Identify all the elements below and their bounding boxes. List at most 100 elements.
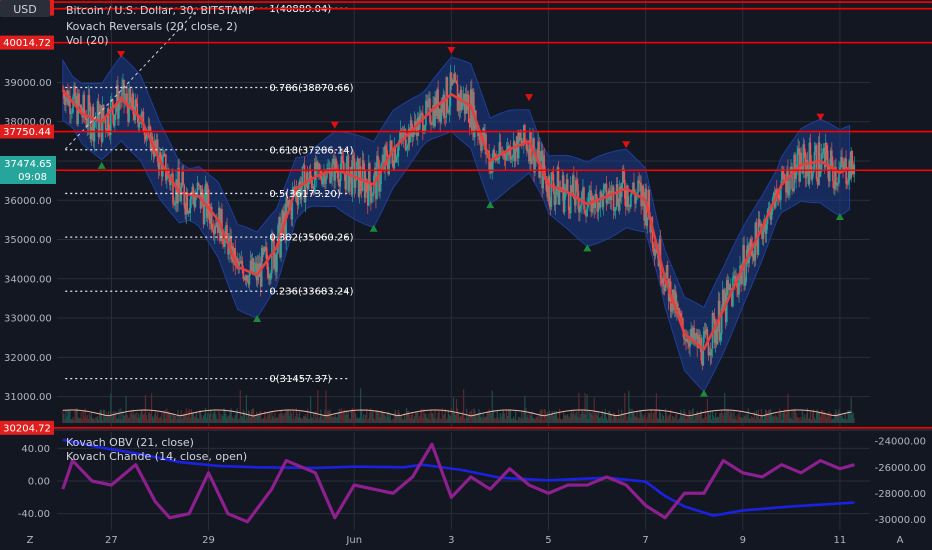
candle-body — [98, 113, 101, 137]
volume-bar — [341, 413, 343, 423]
candle-body — [226, 224, 228, 237]
candle-body — [453, 73, 456, 83]
volume-bar — [703, 417, 705, 423]
level-tag-text: 37750.44 — [3, 127, 51, 138]
volume-bar — [196, 417, 199, 423]
indicator-obv-label[interactable]: Kovach OBV (21, close) — [66, 436, 194, 449]
candle-body — [431, 123, 433, 125]
volume-bar — [447, 409, 449, 423]
volume-bar — [303, 416, 306, 423]
candle-body — [406, 145, 409, 149]
volume-bar — [468, 415, 470, 423]
volume-bar — [645, 419, 647, 423]
candle-body — [203, 194, 206, 225]
candle-body — [561, 175, 564, 192]
volume-bar — [640, 409, 642, 423]
candle-body — [254, 263, 257, 269]
candle-body — [490, 160, 492, 173]
volume-bar — [79, 418, 81, 423]
volume-bar — [132, 409, 134, 423]
candle-body — [571, 175, 574, 193]
volume-bar — [849, 414, 851, 423]
candle-body — [186, 192, 189, 214]
candle-body — [321, 178, 323, 185]
indicator-reversals-label[interactable]: Kovach Reversals (20, close, 2) — [66, 20, 238, 33]
volume-bar — [379, 417, 381, 423]
candle-body — [803, 144, 806, 152]
candle-body — [582, 187, 584, 192]
volume-bar — [170, 414, 172, 423]
candle-body — [246, 275, 249, 282]
candle-body — [821, 152, 824, 154]
volume-bar — [673, 417, 675, 423]
volume-bar — [565, 414, 567, 423]
volume-bar — [282, 416, 284, 423]
time-axis-labels[interactable]: 27 29 Jun 3 5 7 9 11 — [105, 535, 846, 546]
currency-label[interactable]: USD — [13, 3, 37, 16]
indicator-chande-label[interactable]: Kovach Chande (14, close, open) — [66, 450, 247, 463]
volume-bar — [458, 417, 461, 423]
volume-bar — [201, 418, 204, 423]
volume-bar — [85, 417, 87, 423]
auto-scale-a-icon[interactable]: A — [897, 535, 904, 546]
candle-body — [715, 328, 718, 345]
candle-body — [109, 99, 112, 135]
candle-body — [498, 142, 501, 160]
volume-bar — [733, 410, 735, 423]
volume-bar — [577, 417, 579, 423]
candle-body — [241, 260, 244, 270]
volume-bar — [609, 413, 612, 423]
volume-bar — [512, 418, 514, 423]
volume-bar — [774, 416, 776, 423]
candle-body — [225, 224, 227, 235]
volume-bar — [562, 411, 565, 423]
candle-body — [222, 238, 224, 244]
candle-body — [127, 106, 129, 122]
candle-body — [514, 144, 517, 162]
candle-body — [416, 117, 419, 137]
candle-body — [484, 134, 486, 146]
volume-bar — [667, 417, 669, 423]
volume-bar — [571, 409, 573, 423]
obv-axis-labels[interactable]: -24000.00 -26000.00 -28000.00 -30000.00 — [875, 437, 926, 526]
candle-body — [405, 148, 408, 150]
candle-body — [176, 179, 178, 204]
candle-body — [286, 197, 289, 207]
volume-bar — [508, 409, 511, 423]
price-axis-labels[interactable]: 39000.00 38000.00 36000.00 35000.00 34000.00… — [4, 78, 52, 403]
volume-bar — [816, 409, 819, 423]
candle-body — [537, 141, 539, 159]
volume-bar — [762, 419, 765, 423]
obv-tick-label: -24000.00 — [875, 437, 926, 448]
currency-button[interactable] — [0, 0, 50, 17]
candle-body — [528, 149, 530, 162]
fib-level-label: 0(31457.37) — [269, 374, 331, 385]
volume-bar — [735, 415, 737, 423]
chande-axis-labels[interactable]: 40.00 0.00 -40.00 — [18, 444, 50, 520]
volume-bar — [71, 419, 73, 423]
candle-body — [380, 165, 382, 185]
candle-body — [719, 333, 722, 341]
volume-bar — [498, 419, 500, 423]
volume-bar — [242, 409, 244, 423]
candle-body — [684, 338, 686, 340]
candle-body — [210, 206, 213, 229]
volume-bar — [828, 411, 830, 423]
volume-bar — [357, 419, 360, 423]
volume-bar — [106, 412, 108, 423]
candle-body — [569, 185, 572, 214]
volume-bar — [480, 416, 482, 423]
volume-bar — [459, 416, 462, 423]
candle-body — [729, 283, 731, 291]
candle-body — [505, 152, 508, 160]
candle-body — [641, 185, 643, 207]
candle-body — [509, 146, 512, 160]
timezone-z-icon[interactable]: Z — [27, 535, 34, 546]
volume-bar — [589, 411, 591, 423]
candle-body — [557, 167, 560, 205]
candle-body — [248, 271, 251, 285]
candle-body — [529, 131, 531, 162]
candle-body — [686, 338, 688, 342]
indicator-vol-label[interactable]: Vol (20) — [66, 34, 109, 47]
